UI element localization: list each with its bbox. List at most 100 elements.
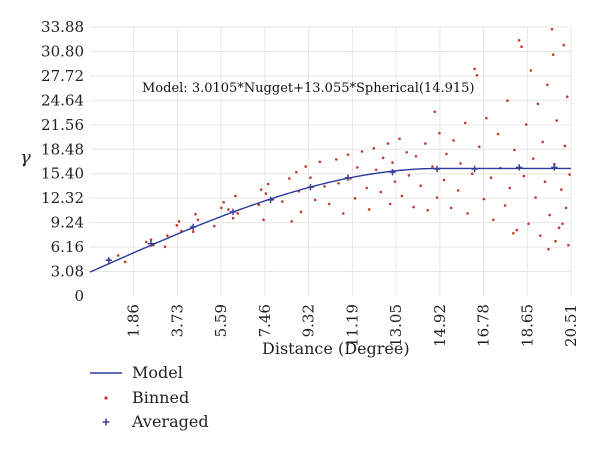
binned-point	[452, 139, 455, 142]
binned-point	[163, 245, 167, 249]
binned-point	[449, 206, 453, 210]
x-tick-label: 13.05	[387, 304, 405, 347]
binned-point	[546, 83, 549, 87]
x-tick-labels: 1.86 3.73 5.59 7.46 9.32 11.19 13.05 14.92 16.78…	[125, 304, 580, 347]
model-curve-layer	[89, 167, 571, 273]
binned-point	[388, 202, 392, 206]
binned-point	[562, 43, 566, 47]
y-tick-label: 21.56	[41, 116, 84, 134]
binned-point	[304, 165, 308, 168]
binned-point	[116, 254, 120, 257]
binned-point	[222, 201, 225, 204]
legend: Model Binned Averaged	[90, 363, 209, 431]
binned-point	[567, 243, 570, 247]
binned-point	[482, 197, 486, 201]
averaged-point	[307, 184, 314, 191]
x-tick-label: 20.51	[562, 304, 580, 347]
binned-point	[367, 208, 371, 211]
binned-point	[560, 188, 563, 191]
model-annotation: Model: 3.0105*Nugget+13.055*Spherical(14…	[142, 81, 474, 96]
binned-point	[527, 222, 530, 226]
binned-point	[346, 153, 350, 156]
binned-point	[478, 145, 481, 149]
binned-point	[144, 240, 148, 244]
binned-point	[379, 190, 383, 194]
averaged-point	[515, 164, 523, 171]
legend-averaged-swatch	[102, 418, 110, 426]
binned-point	[236, 212, 240, 215]
binned-point	[543, 180, 547, 183]
binned-point	[470, 172, 474, 176]
binned-point	[551, 53, 555, 56]
binned-point	[334, 158, 338, 161]
binned-point	[529, 69, 533, 72]
binned-point	[515, 228, 519, 232]
binned-point	[433, 110, 437, 114]
binned-point	[431, 165, 434, 168]
binned-point	[391, 161, 394, 164]
averaged-point	[433, 165, 441, 173]
binned-point	[466, 212, 469, 215]
binned-point	[327, 202, 331, 206]
binned-point	[212, 224, 216, 228]
binned-point	[227, 208, 230, 211]
binned-point	[522, 174, 526, 178]
binned-point	[196, 218, 200, 222]
binned-point	[536, 102, 540, 106]
binned-point	[149, 238, 153, 241]
binned-point	[407, 174, 411, 177]
binned-point	[353, 197, 357, 200]
binned-point	[456, 189, 460, 192]
averaged-point	[389, 168, 396, 176]
binned-point	[356, 166, 359, 169]
y-tick-label: 9.24	[51, 214, 84, 232]
binned-point	[531, 157, 535, 160]
binned-point	[323, 185, 326, 188]
binned-point	[398, 137, 401, 141]
binned-point	[295, 170, 298, 174]
averaged-point	[147, 240, 155, 247]
x-tick-label: 18.65	[518, 304, 536, 347]
averaged-point	[551, 164, 558, 171]
binned-point	[281, 200, 284, 203]
legend-binned-label: Binned	[132, 388, 189, 407]
model-curve	[89, 167, 571, 273]
binned-point	[412, 205, 415, 209]
binned-point	[262, 218, 265, 222]
x-tick-label: 3.73	[168, 304, 186, 337]
binned-point	[438, 131, 441, 135]
binned-point	[257, 203, 261, 206]
y-tick-label: 30.80	[41, 42, 84, 60]
binned-point	[360, 150, 364, 153]
binned-point	[520, 45, 523, 48]
averaged-point	[229, 208, 237, 216]
x-tick-label: 1.86	[125, 304, 143, 337]
binned-point	[550, 27, 554, 31]
binned-point	[234, 194, 237, 198]
binned-point	[524, 123, 528, 126]
binned-point	[220, 206, 223, 210]
binned-point	[231, 216, 235, 220]
binned-point	[459, 162, 462, 165]
binned-point	[503, 204, 507, 207]
binned-point	[475, 73, 479, 77]
binned-point	[259, 188, 263, 191]
binned-point	[547, 247, 550, 251]
binned-point	[318, 160, 322, 164]
binned-point	[538, 234, 542, 237]
binned-point	[508, 186, 512, 190]
legend-model-label: Model	[132, 363, 183, 382]
y-tick-label: 15.40	[41, 165, 84, 183]
grid	[90, 26, 572, 296]
binned-point	[386, 142, 390, 145]
legend-binned-swatch	[104, 396, 108, 400]
binned-point	[381, 156, 385, 160]
binned-point	[463, 121, 467, 125]
binned-point	[517, 39, 521, 42]
binned-point	[309, 176, 312, 179]
binned-point	[554, 239, 557, 243]
binned-point	[485, 116, 488, 120]
binned-point	[563, 144, 567, 148]
averaged-point	[105, 257, 112, 264]
binned-point	[393, 180, 397, 183]
